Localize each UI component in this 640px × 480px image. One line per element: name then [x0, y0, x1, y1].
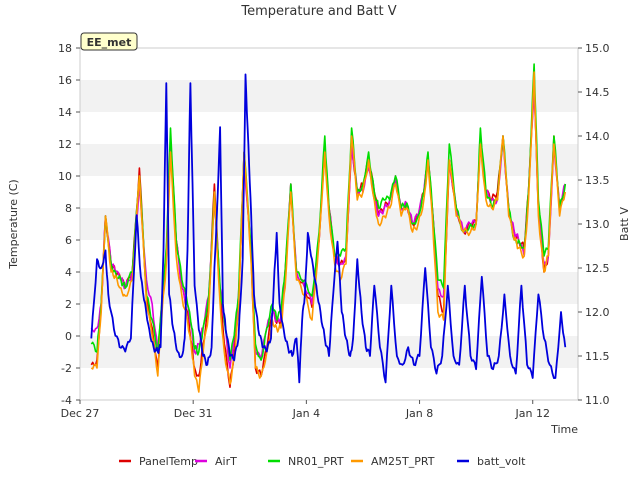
- station-badge: EE_met: [80, 32, 138, 51]
- grid-band: [80, 144, 578, 176]
- y2-tick-label: 11.5: [585, 350, 610, 363]
- legend-label-AirT: AirT: [215, 455, 237, 468]
- y2-tick-label: 13.0: [585, 218, 610, 231]
- series-line-AM25T_PRT: [90, 71, 567, 393]
- y-tick-label: 4: [65, 266, 72, 279]
- y-tick-label: 16: [58, 74, 72, 87]
- legend-label-AM25T_PRT: AM25T_PRT: [371, 455, 435, 468]
- y2-tick-label: 12.0: [585, 306, 610, 319]
- x-tick-label: Dec 27: [61, 407, 100, 420]
- y-tick-label: 18: [58, 42, 72, 55]
- series-line-NR01_PRT: [90, 63, 567, 361]
- y2-axis-ticks: 11.0 11.5 12.0 12.5 13.0 13.5 14.0 14.5 15.0: [578, 42, 610, 407]
- grid-band: [80, 240, 578, 272]
- y-tick-label: -2: [61, 362, 72, 375]
- grid-band: [80, 48, 578, 80]
- y2-axis-label: Batt V: [618, 207, 631, 241]
- y-axis-ticks: -4 -2 0 2 4 6 8 10 12 14 16 18: [58, 42, 80, 407]
- y-axis-label: Temperature (C): [7, 179, 20, 269]
- y-tick-label: 6: [65, 234, 72, 247]
- y2-tick-label: 14.5: [585, 86, 610, 99]
- y-tick-label: 10: [58, 170, 72, 183]
- legend: PanelTemp AirT NR01_PRT AM25T_PRT batt_volt: [119, 455, 526, 468]
- y-tick-label: 8: [65, 202, 72, 215]
- x-axis-label: Time: [550, 423, 578, 436]
- grid-band: [80, 112, 578, 144]
- x-tick-label: Dec 31: [174, 407, 213, 420]
- y2-tick-label: 14.0: [585, 130, 610, 143]
- series-line-batt_volt: [90, 73, 567, 384]
- grid-band: [80, 80, 578, 112]
- x-tick-label: Jan 4: [292, 407, 320, 420]
- legend-label-batt_volt: batt_volt: [477, 455, 526, 468]
- y-tick-label: 12: [58, 138, 72, 151]
- x-tick-label: Jan 8: [405, 407, 433, 420]
- y2-tick-label: 13.5: [585, 174, 610, 187]
- y2-tick-label: 12.5: [585, 262, 610, 275]
- series-lines: [90, 63, 567, 393]
- y2-tick-label: 11.0: [585, 394, 610, 407]
- y-tick-label: 0: [65, 330, 72, 343]
- x-axis-ticks: Dec 27 Dec 31 Jan 4 Jan 8 Jan 12: [61, 400, 550, 420]
- y2-tick-label: 15.0: [585, 42, 610, 55]
- chart-title: Temperature and Batt V: [240, 4, 396, 19]
- y-tick-label: 14: [58, 106, 72, 119]
- x-tick-label: Jan 12: [515, 407, 550, 420]
- y-tick-label: 2: [65, 298, 72, 311]
- legend-label-NR01_PRT: NR01_PRT: [288, 455, 344, 468]
- grid-band: [80, 368, 578, 400]
- station-badge-label: EE_met: [87, 36, 132, 49]
- legend-label-PanelTemp: PanelTemp: [139, 455, 198, 468]
- y-tick-label: -4: [61, 394, 72, 407]
